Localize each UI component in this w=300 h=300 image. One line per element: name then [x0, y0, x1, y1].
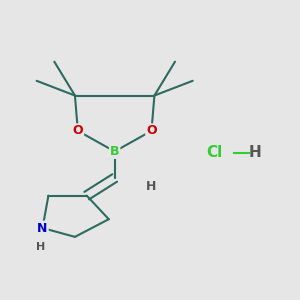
- Text: O: O: [73, 124, 83, 137]
- Text: N: N: [37, 221, 48, 235]
- Text: O: O: [146, 124, 157, 137]
- Text: H: H: [146, 180, 157, 193]
- Text: B: B: [110, 145, 119, 158]
- Text: H: H: [36, 242, 46, 252]
- Text: Cl: Cl: [207, 146, 223, 160]
- Text: H: H: [248, 146, 261, 160]
